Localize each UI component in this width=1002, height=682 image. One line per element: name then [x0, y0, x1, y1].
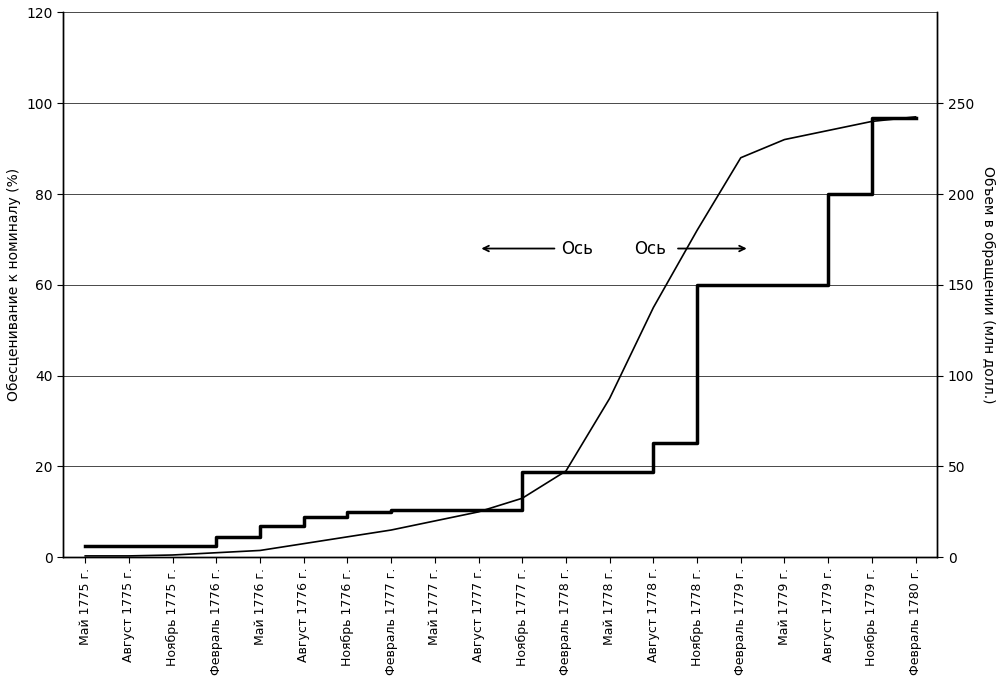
Y-axis label: Объем в обращении (млн долл.): Объем в обращении (млн долл.)	[981, 166, 995, 404]
Text: Ось: Ось	[634, 239, 666, 258]
Text: Ось: Ось	[561, 239, 593, 258]
Y-axis label: Обесценивание к номиналу (%): Обесценивание к номиналу (%)	[7, 168, 21, 402]
